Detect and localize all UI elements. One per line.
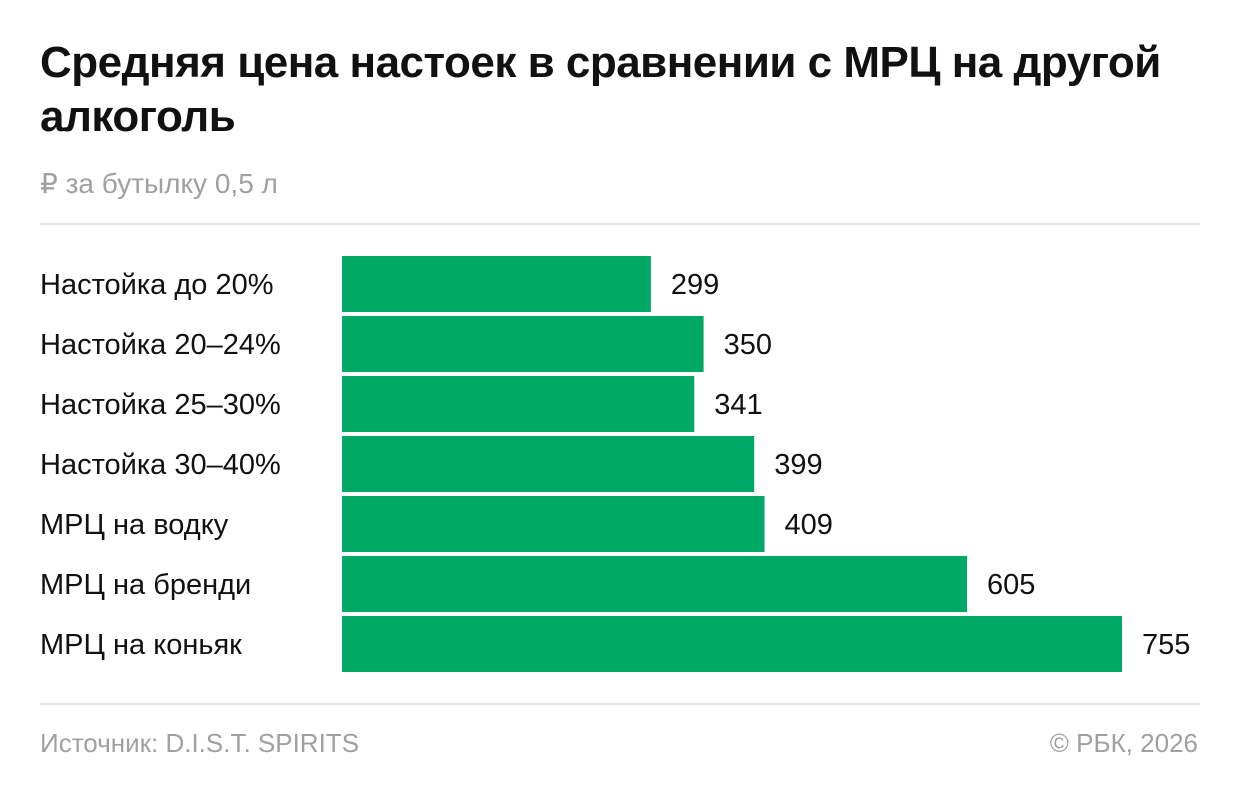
category-label: Настойка до 20% [40, 269, 274, 301]
category-label: МРЦ на бренди [40, 569, 251, 601]
category-label: Настойка 25–30% [40, 389, 281, 421]
value-label: 605 [987, 569, 1035, 601]
bar [342, 616, 1122, 672]
category-label: Настойка 20–24% [40, 329, 281, 361]
top-divider [40, 223, 1200, 225]
bar [342, 496, 765, 552]
chart-subtitle: ₽ за бутылку 0,5 л [40, 168, 278, 199]
value-label: 299 [671, 269, 719, 301]
bar [342, 376, 695, 432]
category-label: Настойка 30–40% [40, 449, 281, 481]
bar-chart: Настойка до 20% 299 Настойка 20–24% 350 Наст… [40, 256, 1190, 672]
bottom-divider [40, 703, 1200, 705]
bar [342, 436, 755, 492]
bar [342, 556, 968, 612]
chart-title: Средняя цена настоек в сравнении с МРЦ н… [40, 38, 1161, 141]
bar [342, 256, 651, 312]
category-label: МРЦ на коньяк [40, 629, 242, 661]
bar [342, 316, 704, 372]
category-label: МРЦ на водку [40, 509, 229, 541]
value-label: 409 [785, 509, 833, 541]
copyright-note: © РБК, 2026 [1049, 728, 1198, 758]
source-note: Источник: D.I.S.T. SPIRITS [40, 728, 360, 758]
value-label: 350 [724, 329, 772, 361]
value-label: 755 [1142, 629, 1190, 661]
value-label: 341 [714, 389, 762, 421]
value-label: 399 [774, 449, 822, 481]
